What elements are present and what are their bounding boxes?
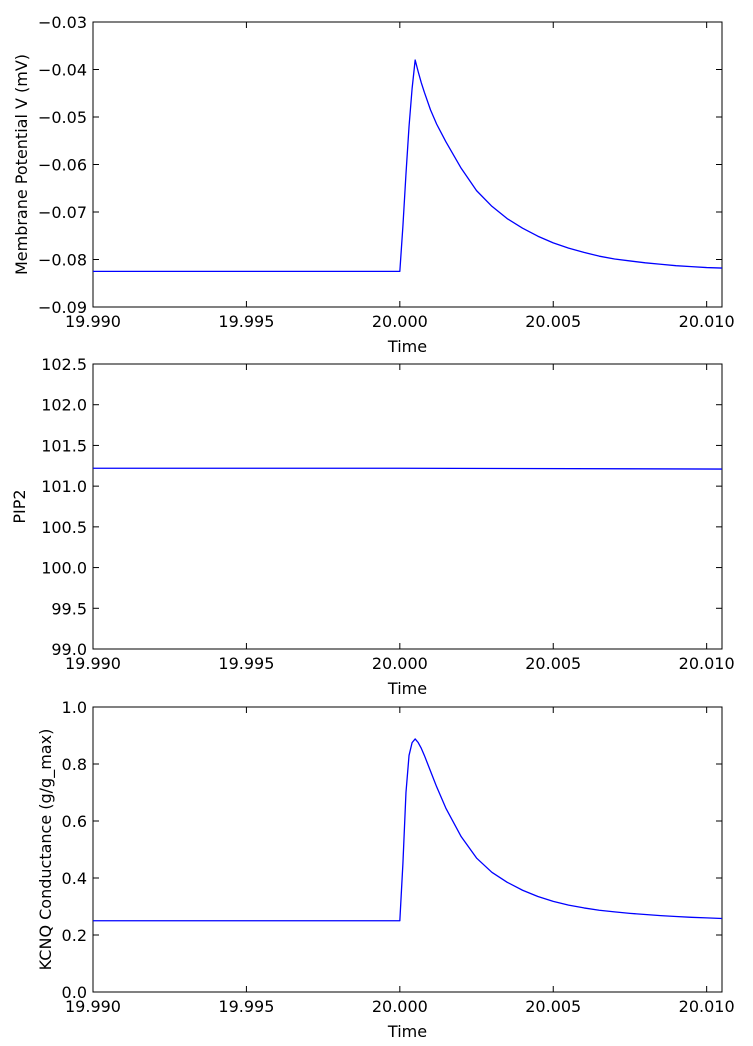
y-tick-label: 0.4 — [62, 869, 87, 888]
x-tick-label: 20.005 — [525, 997, 581, 1016]
y-axis-label: KCNQ Conductance (g/g_max) — [36, 729, 56, 971]
y-tick-label: 0.6 — [62, 812, 87, 831]
y-tick-label: −0.05 — [38, 108, 87, 127]
plot-frame — [92, 21, 723, 308]
x-tick-label: 19.995 — [218, 312, 274, 331]
y-tick-label: −0.04 — [38, 61, 87, 80]
y-tick-label: 99.0 — [51, 640, 87, 659]
x-axis-label: Time — [387, 337, 427, 356]
series-line — [93, 738, 723, 922]
y-tick-label: 101.5 — [41, 436, 87, 455]
y-tick-label: 100.0 — [41, 559, 87, 578]
y-tick-label: 99.5 — [51, 599, 87, 618]
x-tick-label: 19.990 — [65, 997, 121, 1016]
x-tick-label: 19.995 — [218, 997, 274, 1016]
x-tick-label: 20.010 — [679, 997, 735, 1016]
x-tick-label: 20.010 — [679, 312, 735, 331]
data-marks: 19.990 19.995 20.000 20.005 20.010 0.0 0.2 0.4 0… — [62, 698, 735, 1016]
plot-frame — [92, 706, 723, 993]
data-marks: 19.990 19.995 20.000 20.005 20.010 99.0 99.5 10… — [41, 355, 734, 673]
membrane-potential-panel: 19.990 19.995 20.000 20.005 20.010 −0.09 −0.08… — [12, 13, 735, 356]
y-tick-label: −0.09 — [38, 298, 87, 317]
y-axis-label: PIP2 — [10, 489, 29, 523]
y-tick-label: 102.5 — [41, 355, 87, 374]
data-marks: 19.990 19.995 20.000 20.005 20.010 −0.09 −0.08… — [38, 13, 735, 331]
series-line — [93, 59, 723, 273]
y-tick-label: −0.03 — [38, 13, 87, 32]
y-tick-label: −0.08 — [38, 251, 87, 270]
x-tick-label: 20.005 — [525, 312, 581, 331]
x-tick-label: 20.000 — [372, 654, 428, 673]
kcnq-conductance-panel: 19.990 19.995 20.000 20.005 20.010 0.0 0.2 0.4 0… — [36, 698, 735, 1041]
y-tick-label: −0.07 — [38, 203, 87, 222]
x-tick-label: 20.000 — [372, 997, 428, 1016]
y-tick-label: 102.0 — [41, 396, 87, 415]
series-line — [93, 467, 723, 470]
y-tick-label: 0.8 — [62, 755, 87, 774]
y-tick-label: 0.2 — [62, 926, 87, 945]
x-tick-label: 20.000 — [372, 312, 428, 331]
plot-frame — [92, 363, 723, 650]
x-axis-label: Time — [387, 679, 427, 698]
x-tick-label: 19.995 — [218, 654, 274, 673]
pip2-panel: 19.990 19.995 20.000 20.005 20.010 99.0 99.5 10… — [10, 355, 735, 698]
y-tick-label: −0.06 — [38, 156, 87, 175]
x-tick-label: 19.990 — [65, 654, 121, 673]
x-tick-label: 20.010 — [679, 654, 735, 673]
y-tick-label: 100.5 — [41, 518, 87, 537]
y-tick-label: 1.0 — [62, 698, 87, 717]
x-axis-label: Time — [387, 1022, 427, 1041]
y-axis-label: Membrane Potential V (mV) — [12, 54, 31, 275]
y-tick-label: 0.0 — [62, 983, 87, 1002]
x-tick-label: 20.005 — [525, 654, 581, 673]
y-tick-label: 101.0 — [41, 477, 87, 496]
x-tick-label: 19.990 — [65, 312, 121, 331]
